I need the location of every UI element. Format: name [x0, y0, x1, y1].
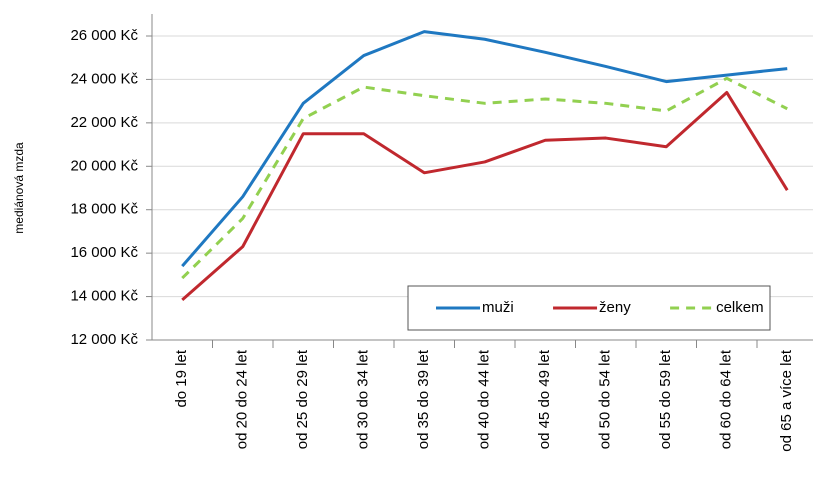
x-tick-label: od 25 do 29 let: [294, 349, 311, 449]
x-tick-label: od 50 do 54 let: [597, 349, 614, 449]
x-tick-label: od 45 do 49 let: [536, 349, 553, 449]
y-tick-label: 20 000 Kč: [70, 157, 138, 174]
y-tick-label: 24 000 Kč: [70, 70, 138, 87]
y-tick-label: 22 000 Kč: [70, 114, 138, 131]
x-tick-label: od 65 a více let: [778, 349, 795, 452]
x-tick-label: od 60 do 64 let: [718, 349, 735, 449]
x-tick-label: od 30 do 34 let: [355, 349, 372, 449]
x-tick-label: od 55 do 59 let: [657, 349, 674, 449]
series-line: [181, 76, 788, 280]
x-tick-label: od 20 do 24 let: [234, 349, 251, 449]
legend-label: celkem: [716, 299, 764, 316]
y-tick-label: 18 000 Kč: [70, 201, 138, 218]
y-tick-label: 16 000 Kč: [70, 244, 138, 261]
series-line: [181, 30, 788, 268]
y-tick-label: 26 000 Kč: [70, 27, 138, 44]
legend-label: ženy: [599, 299, 631, 316]
y-axis-label: mediánová mzda: [12, 142, 26, 234]
x-tick-label: od 40 do 44 let: [476, 349, 493, 449]
y-tick-label: 14 000 Kč: [70, 288, 138, 305]
y-tick-label: 12 000 Kč: [70, 331, 138, 348]
legend: muži ženy celkem: [407, 285, 771, 331]
legend-label: muži: [482, 299, 514, 316]
series-line: [181, 90, 789, 301]
x-tick-label: do 19 let: [173, 349, 190, 407]
x-tick-label: od 35 do 39 let: [415, 349, 432, 449]
